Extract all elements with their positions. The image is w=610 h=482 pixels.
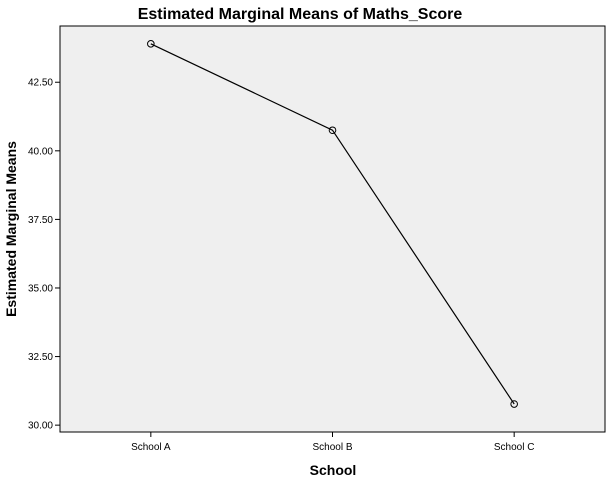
data-point-marker [510, 400, 518, 408]
data-series [147, 40, 518, 408]
y-tick-label: 42.50 [28, 78, 53, 89]
data-point-marker [147, 40, 155, 48]
x-tick-label: School A [131, 442, 171, 453]
x-axis: School A School B School C [131, 432, 534, 453]
plot-area [59, 25, 606, 433]
y-tick-label: 37.50 [28, 215, 53, 226]
series-line [150, 43, 515, 405]
x-axis-label: School [310, 462, 357, 478]
y-tick-label: 30.00 [28, 421, 53, 432]
chart-title: Estimated Marginal Means of Maths_Score [138, 6, 463, 23]
y-axis: 30.00 32.50 35.00 37.50 40.00 42.50 [28, 78, 60, 432]
y-tick-label: 32.50 [28, 352, 53, 363]
x-tick-label: School B [312, 442, 352, 453]
y-tick-label: 40.00 [28, 146, 53, 157]
y-tick-label: 35.00 [28, 283, 53, 294]
x-tick-label: School C [494, 442, 535, 453]
y-axis-label: Estimated Marginal Means [3, 141, 19, 317]
data-point-marker [328, 126, 337, 135]
